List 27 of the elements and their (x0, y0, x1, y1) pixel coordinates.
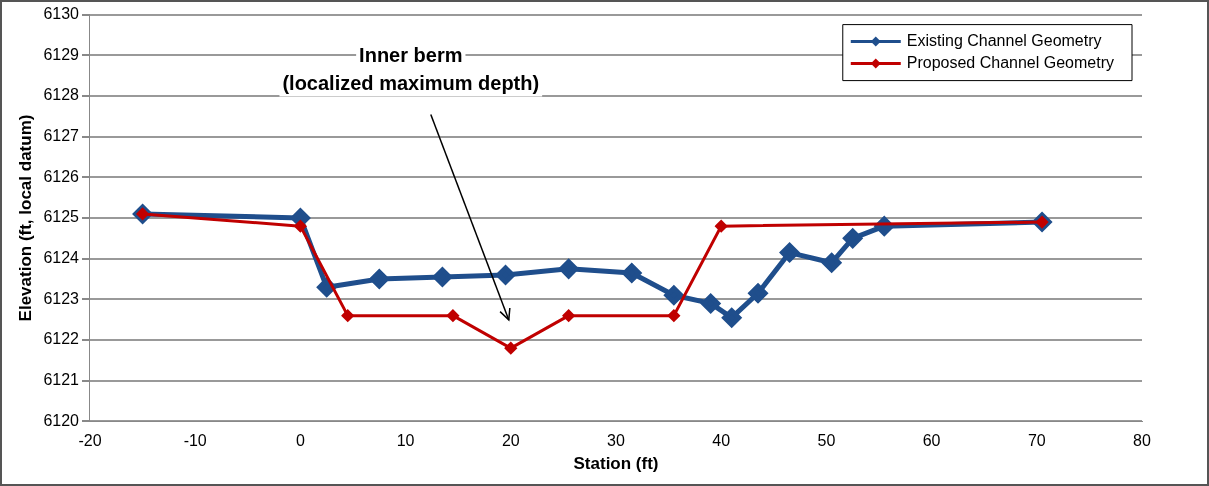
legend-label: Existing Channel Geometry (906, 32, 1102, 50)
x-tick-label: 60 (922, 432, 941, 450)
y-tick-label: 6124 (43, 249, 80, 267)
x-tick-label: 40 (712, 432, 731, 450)
legend-label: Proposed Channel Geometry (906, 54, 1115, 72)
y-axis-title: Elevation (ft, local datum) (15, 114, 35, 322)
y-tick-label: 6122 (43, 330, 80, 348)
y-tick-label: 6121 (43, 371, 80, 389)
x-axis-title: Station (ft) (573, 454, 659, 474)
y-tick-label: 6120 (43, 411, 80, 429)
y-tick-label: 6126 (43, 167, 80, 185)
y-tick-label: 6128 (43, 86, 80, 104)
y-tick-label: 6123 (43, 289, 80, 307)
annotation: Inner berm (localized maximum depth) (282, 44, 540, 95)
x-tick-label: -10 (183, 432, 207, 450)
x-tick-label: 30 (607, 432, 625, 450)
y-tick-label: 6129 (43, 45, 80, 63)
x-tick-label: 0 (295, 432, 305, 450)
x-tick-label: -20 (78, 432, 102, 450)
x-tick-label: 20 (501, 432, 520, 450)
x-tick-label: 80 (1133, 432, 1151, 450)
x-tick-label: 70 (1027, 432, 1046, 450)
y-tick-label: 6130 (43, 5, 80, 23)
x-tick-label: 10 (396, 432, 415, 450)
y-tick-label: 6127 (43, 127, 80, 145)
x-tick-label: 50 (817, 432, 836, 450)
y-tick-label: 6125 (43, 208, 80, 226)
